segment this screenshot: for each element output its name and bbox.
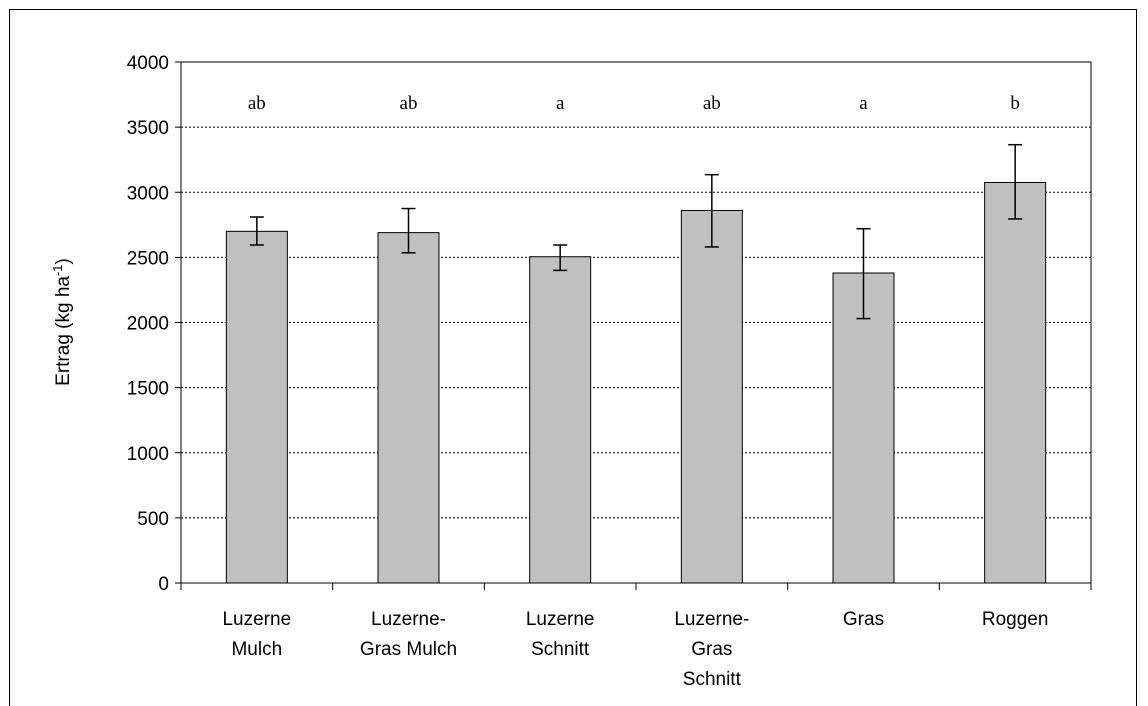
y-tick-label: 3500 <box>127 118 169 139</box>
error-bars <box>249 143 1023 320</box>
bar <box>377 232 440 584</box>
significance-label: a <box>859 93 868 114</box>
y-axis-title-main: Ertrag (kg ha <box>53 276 74 386</box>
x-axis: Luzerne Mulch Luzerne- Gras Mulch Luzerne Sch… <box>180 583 1092 690</box>
y-axis-title-suffix: ) <box>53 258 74 264</box>
category-label: Roggen <box>982 609 1049 630</box>
y-tick-label: 1500 <box>127 379 169 400</box>
bar <box>529 256 592 584</box>
y-tick-label: 3000 <box>127 183 169 204</box>
y-tick-label: 0 <box>158 574 169 595</box>
y-tick-label: 2000 <box>127 314 169 335</box>
bar <box>832 272 895 584</box>
bar <box>984 181 1047 584</box>
gridlines <box>181 126 1091 519</box>
significance-label: ab <box>248 93 266 114</box>
category-label: Schnitt <box>683 669 742 690</box>
y-tick-label: 2500 <box>127 248 169 269</box>
y-axis-title: Ertrag (kg ha-1) <box>50 258 74 386</box>
category-label: Luzerne <box>222 609 291 630</box>
significance-label: b <box>1010 93 1020 114</box>
category-label: Schnitt <box>531 639 590 660</box>
category-label: Luzerne <box>526 609 595 630</box>
y-tick-label: 1000 <box>127 444 169 465</box>
category-label: Luzerne- <box>371 609 446 630</box>
category-label: Mulch <box>231 639 282 660</box>
significance-labels: ab ab a ab a b <box>248 93 1020 114</box>
y-tick-label: 500 <box>137 509 169 530</box>
bar <box>225 230 288 584</box>
category-label: Gras <box>691 639 732 660</box>
chart-frame <box>9 9 1137 706</box>
category-label: Luzerne- <box>674 609 749 630</box>
significance-label: ab <box>400 93 418 114</box>
significance-label: ab <box>703 93 721 114</box>
bar <box>680 209 743 584</box>
y-axis-title-superscript: -1 <box>50 264 65 276</box>
category-label: Gras <box>843 609 884 630</box>
bars <box>225 181 1047 584</box>
y-axis: 0 500 1000 1500 2000 2500 3000 3500 4000 <box>127 53 181 595</box>
category-label: Gras Mulch <box>360 639 457 660</box>
significance-label: a <box>556 93 565 114</box>
y-tick-label: 4000 <box>127 53 169 74</box>
